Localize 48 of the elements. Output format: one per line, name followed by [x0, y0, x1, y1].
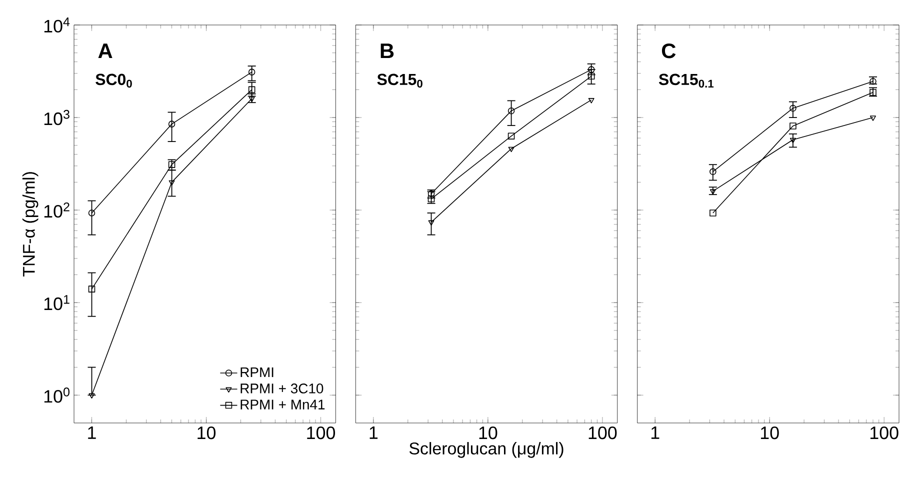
y-tick-label: 10$^{1}$	[44, 295, 70, 310]
point	[508, 132, 515, 140]
point	[790, 122, 796, 130]
legend-label: RPMI + 3C10	[240, 384, 324, 394]
point	[710, 210, 716, 216]
point	[168, 120, 176, 128]
y-tick-label: 10$^{3}$	[44, 110, 70, 126]
point	[428, 220, 434, 226]
x-tick-label: 10	[198, 426, 216, 440]
point	[710, 168, 716, 176]
annotation: A	[98, 44, 112, 58]
annotation: C	[662, 43, 676, 58]
point	[168, 161, 176, 168]
point	[588, 98, 594, 104]
x-tick-label: 10	[479, 426, 498, 440]
point	[88, 286, 96, 292]
point	[790, 104, 796, 112]
annotation: SC15$_{0}$	[377, 74, 422, 88]
legend-label: RPMI	[240, 367, 274, 378]
point	[508, 146, 514, 152]
x-tick-label: 1	[88, 426, 96, 439]
point	[790, 138, 796, 144]
x-tick-label: 100	[588, 426, 617, 440]
y-tick-label: 10$^{0}$	[44, 388, 70, 403]
legend-label: RPMI + Mn41	[240, 400, 325, 410]
x-tick-label: 100	[307, 426, 336, 440]
point	[508, 107, 515, 114]
point	[248, 86, 256, 94]
y-tick-label: 10$^{4}$	[44, 17, 70, 33]
point	[588, 72, 595, 80]
x-tick-label: 10	[760, 426, 779, 440]
point	[168, 180, 175, 186]
point	[870, 116, 876, 121]
point	[88, 393, 95, 399]
y-axis-title: TNF-α (pg/ml)	[22, 172, 38, 276]
point	[88, 210, 96, 216]
point	[248, 68, 256, 76]
annotation: SC15$_{0.1}$	[658, 74, 714, 88]
point	[588, 66, 595, 73]
x-tick-label: 1	[651, 426, 660, 439]
annotation: SC0$_{0}$	[96, 74, 132, 88]
y-tick-label: 10$^{2}$	[44, 202, 70, 218]
x-tick-label: 1	[370, 426, 378, 439]
annotation: B	[380, 44, 394, 58]
point	[248, 96, 255, 102]
x-axis-title: Scleroglucan (μg/ml)	[409, 442, 564, 458]
point	[710, 189, 716, 195]
x-tick-label: 100	[870, 426, 898, 440]
